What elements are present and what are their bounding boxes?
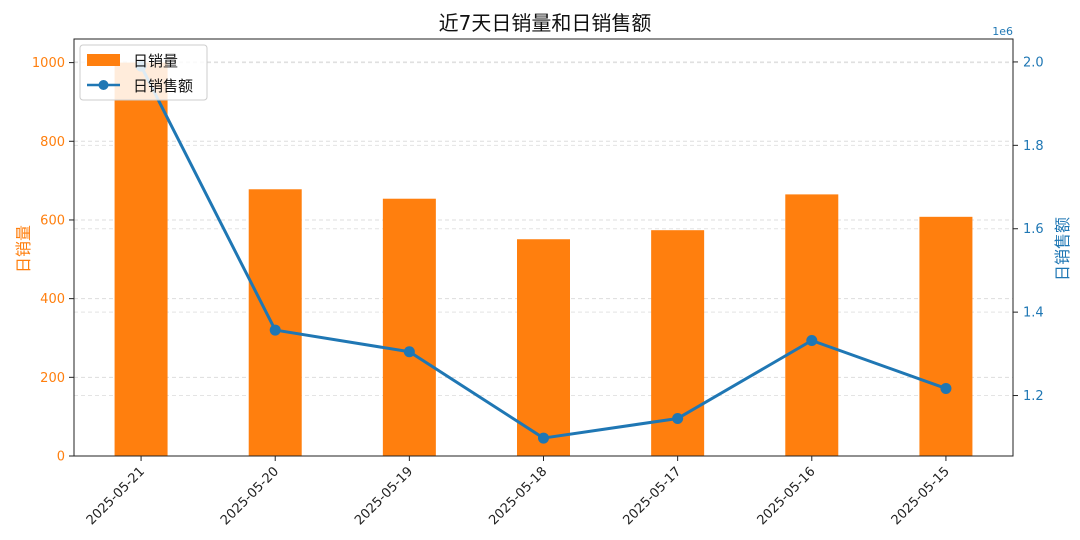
x-tick-label-2025-05-20: 2025-05-20 — [218, 464, 282, 528]
legend: 日销量 日销售额 — [79, 44, 208, 101]
right-tick-label-4: 2.0 — [1023, 55, 1044, 70]
legend-bar-label: 日销量 — [133, 52, 178, 70]
legend-line-marker — [98, 80, 109, 90]
right-axis-label: 日销售额 — [1053, 217, 1072, 281]
right-tick-label-3: 1.8 — [1023, 139, 1044, 154]
legend-line-label: 日销售额 — [133, 77, 193, 95]
left-tick-label-0: 0 — [57, 450, 65, 465]
bar-2025-05-15 — [919, 216, 973, 456]
x-tick-label-2025-05-15: 2025-05-15 — [889, 464, 953, 528]
bar-series — [114, 62, 973, 457]
bar-2025-05-21 — [114, 62, 168, 457]
left-tick-label-2: 400 — [40, 292, 65, 307]
right-axis-ticks: 1.2 1.4 1.6 1.8 2.0 — [1013, 55, 1044, 404]
right-tick-label-0: 1.2 — [1023, 389, 1044, 404]
point-2025-05-16 — [806, 334, 818, 346]
x-tick-label-2025-05-16: 2025-05-16 — [755, 464, 819, 528]
left-tick-label-4: 800 — [40, 135, 65, 150]
x-tick-label-2025-05-18: 2025-05-18 — [486, 464, 550, 528]
point-2025-05-19 — [403, 346, 415, 358]
bar-2025-05-18 — [517, 239, 570, 456]
left-tick-label-1: 200 — [40, 371, 65, 386]
point-2025-05-17 — [672, 412, 684, 424]
x-tick-label-2025-05-21: 2025-05-21 — [84, 464, 148, 528]
left-axis-label: 日销量 — [14, 225, 33, 273]
point-2025-05-15 — [940, 382, 952, 394]
bar-2025-05-19 — [382, 198, 436, 456]
left-axis-ticks: 0 200 400 600 800 1000 — [32, 56, 74, 465]
right-axis-offset-text: 1e6 — [992, 25, 1013, 38]
right-tick-label-2: 1.6 — [1023, 222, 1044, 237]
point-2025-05-18 — [538, 432, 549, 444]
bar-2025-05-16 — [785, 194, 839, 456]
x-tick-label-2025-05-19: 2025-05-19 — [352, 464, 416, 528]
bar-2025-05-20 — [248, 189, 302, 457]
chart-title: 近7天日销量和日销售额 — [439, 11, 652, 35]
point-2025-05-20 — [269, 324, 281, 336]
x-tick-label-2025-05-17: 2025-05-17 — [620, 464, 684, 528]
left-tick-label-3: 600 — [40, 213, 65, 228]
left-tick-label-5: 1000 — [32, 56, 65, 71]
legend-bar-swatch — [87, 54, 120, 66]
x-axis-ticks: 2025-05-21 2025-05-20 2025-05-19 2025-05-18… — [84, 456, 953, 528]
right-tick-label-1: 1.4 — [1023, 306, 1044, 321]
